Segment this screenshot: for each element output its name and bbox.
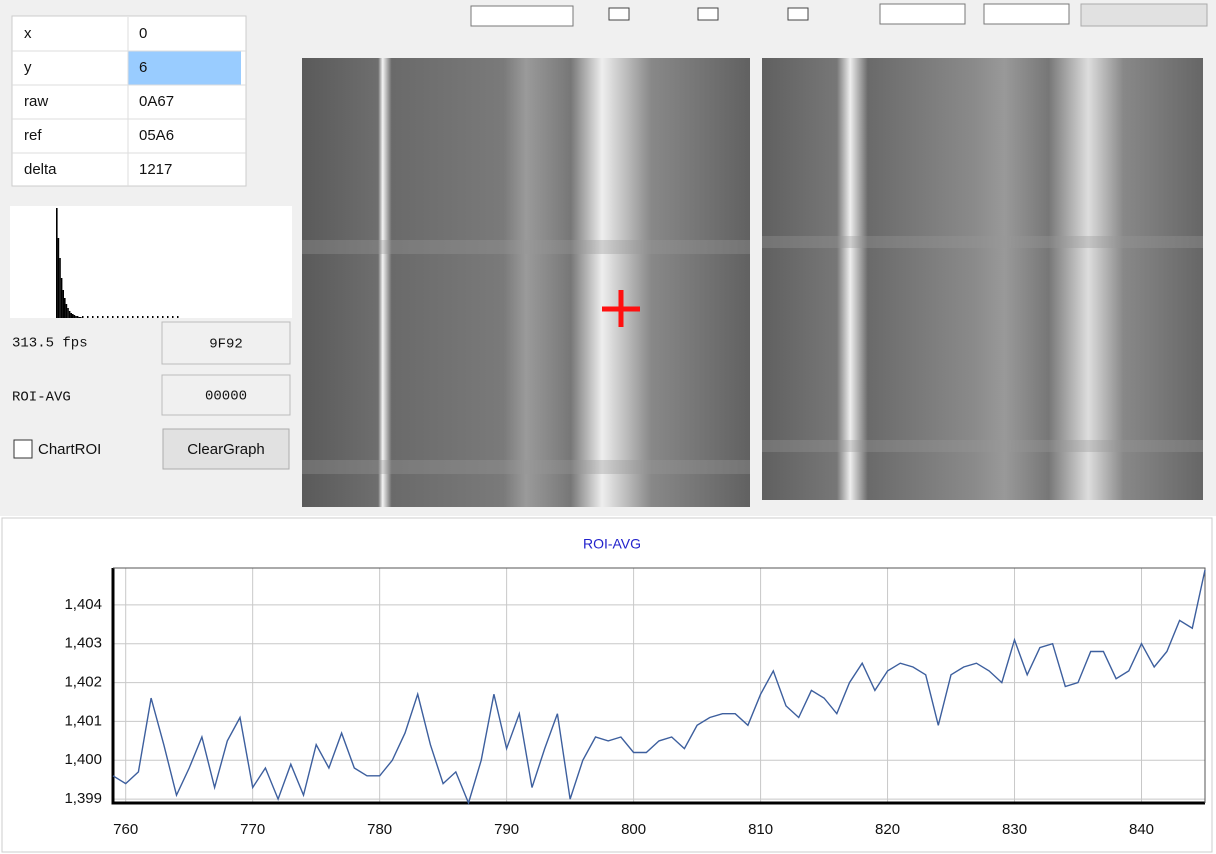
histogram-bar (78, 317, 80, 318)
histogram-dot (177, 316, 179, 318)
x-tick-label: 770 (240, 821, 265, 838)
cell-value: 1217 (139, 161, 172, 178)
image-band (762, 440, 1203, 452)
y-tick-label: 1,401 (64, 712, 102, 729)
x-tick-label: 800 (621, 821, 646, 838)
cell-value: 05A6 (139, 127, 174, 144)
chart-roi-checkbox[interactable] (14, 440, 32, 458)
page: {"info_table": {"rows": [["x", "0"], ["y… (0, 0, 1216, 854)
y-tick-label: 1,400 (64, 751, 102, 768)
x-tick-label: 820 (875, 821, 900, 838)
histogram-bar (64, 298, 66, 318)
toolbar-field[interactable] (880, 4, 965, 24)
cell-key: raw (24, 93, 48, 110)
y-tick-label: 1,403 (64, 635, 102, 652)
histogram-bar (80, 317, 82, 318)
histogram-dot (112, 316, 114, 318)
histogram-dot (162, 316, 164, 318)
histogram-dot (92, 316, 94, 318)
histogram-dot (82, 316, 84, 318)
toolbar-checkbox[interactable] (609, 8, 629, 20)
fps-value: 9F92 (209, 337, 243, 353)
histogram-bar (62, 290, 64, 318)
histogram-dot (157, 316, 159, 318)
histogram-bar (72, 314, 74, 318)
roi-value: 00000 (205, 389, 247, 405)
histogram-bar (74, 315, 76, 318)
chart-roi-label[interactable]: ChartROI (38, 441, 101, 458)
toolbar-button[interactable] (1081, 4, 1207, 26)
histogram-bar (56, 208, 58, 318)
image-band (302, 240, 750, 254)
x-tick-label: 790 (494, 821, 519, 838)
histogram-dot (102, 316, 104, 318)
image-band (762, 236, 1203, 248)
chart-title: ROI-AVG (583, 536, 641, 552)
image-band (302, 460, 750, 474)
histogram-bar (67, 308, 69, 318)
histogram-dot (172, 316, 174, 318)
histogram-dot (122, 316, 124, 318)
x-tick-label: 760 (113, 821, 138, 838)
x-tick-label: 780 (367, 821, 392, 838)
histogram-dot (132, 316, 134, 318)
histogram-bar (59, 258, 61, 318)
histogram-bar (77, 316, 79, 318)
y-tick-label: 1,404 (64, 596, 102, 613)
x-tick-label: 840 (1129, 821, 1154, 838)
histogram-dot (137, 316, 139, 318)
roi-label: ROI-AVG (12, 390, 71, 406)
toolbar-checkbox[interactable] (698, 8, 718, 20)
histogram-bar (61, 278, 63, 318)
histogram-dot (97, 316, 99, 318)
histogram-dot (87, 316, 89, 318)
x-tick-label: 830 (1002, 821, 1027, 838)
live-image (302, 58, 750, 507)
x-tick-label: 810 (748, 821, 773, 838)
cell-key: y (24, 59, 32, 76)
toolbar-field[interactable] (984, 4, 1069, 24)
cell-key: x (24, 25, 32, 42)
cell-value: 0 (139, 25, 147, 42)
histogram-dot (117, 316, 119, 318)
histogram-dot (167, 316, 169, 318)
histogram-dot (147, 316, 149, 318)
histogram-bar (69, 311, 71, 318)
clear-graph-text[interactable]: ClearGraph (187, 441, 265, 458)
histogram-bar (70, 313, 72, 318)
histogram (10, 206, 292, 318)
histogram-dot (107, 316, 109, 318)
cell-value: 0A67 (139, 93, 174, 110)
toolbar-field[interactable] (471, 6, 573, 26)
histogram-dot (152, 316, 154, 318)
toolbar-checkbox[interactable] (788, 8, 808, 20)
y-tick-label: 1,399 (64, 790, 102, 807)
histogram-bar (66, 304, 68, 318)
histogram-bar (75, 316, 77, 318)
cell-value: 6 (139, 59, 147, 76)
fps-label: 313.5 fps (12, 336, 88, 352)
cell-key: delta (24, 161, 57, 178)
reference-image (762, 58, 1203, 500)
histogram-dot (127, 316, 129, 318)
histogram-dot (142, 316, 144, 318)
histogram-bar (58, 238, 60, 318)
y-tick-label: 1,402 (64, 674, 102, 691)
cell-key: ref (24, 127, 42, 144)
screen: x 0 y 6 raw 0A67 ref 05A6 delta 1217 313.5 fps 9F… (0, 0, 1216, 854)
